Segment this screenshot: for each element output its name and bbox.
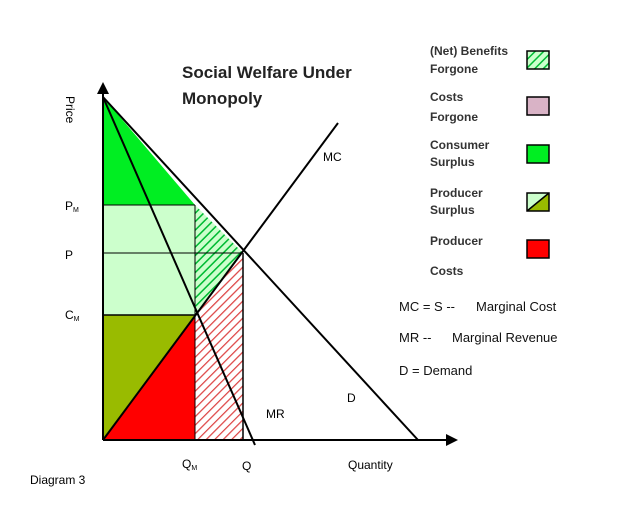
- marginal-cost-curve: [102, 122, 339, 441]
- diagram-title-line1: Social Welfare Under: [182, 63, 352, 82]
- legend-swatch-border: [526, 192, 550, 212]
- legend-label: Forgone: [430, 62, 478, 76]
- x-axis-label: Quantity: [348, 458, 393, 472]
- marginal-revenue-curve: [102, 96, 256, 446]
- legend-label: Producer: [430, 234, 483, 248]
- d-curve-label: D: [347, 391, 356, 405]
- legend-swatch-green: [526, 144, 550, 164]
- tick-cm: CM: [65, 308, 80, 323]
- note-demand: D = Demand: [399, 363, 472, 378]
- legend-label: Forgone: [430, 110, 478, 124]
- legend-label: Costs: [430, 264, 464, 278]
- note-mc-left: MC = S --: [399, 299, 455, 314]
- legend-item-benefits-forgone: (Net) Benefits Forgone: [430, 44, 550, 76]
- legend-swatch-hatched: [526, 50, 550, 70]
- note-mr-left: MR --: [399, 330, 432, 345]
- legend-label: Consumer: [430, 138, 490, 152]
- mr-curve-label: MR: [266, 407, 285, 421]
- benefits-forgone-region: [195, 205, 243, 315]
- tick-qm: QM: [182, 457, 197, 472]
- legend-label: Costs: [430, 90, 464, 104]
- legend-item-producer-surplus: Producer Surplus: [430, 186, 550, 217]
- mc-curve-label: MC: [323, 150, 342, 164]
- diagram-title-line2: Monopoly: [182, 89, 263, 108]
- legend-item-producer-costs: Producer Costs: [430, 234, 550, 278]
- note-mr-right: Marginal Revenue: [452, 330, 558, 345]
- legend-label: (Net) Benefits: [430, 44, 508, 58]
- demand-curve: [102, 96, 419, 441]
- tick-p: P: [65, 248, 73, 262]
- legend-item-costs-forgone: Costs Forgone: [430, 90, 550, 124]
- legend: (Net) Benefits Forgone Costs Forgone Con…: [430, 44, 550, 278]
- legend-label: Surplus: [430, 203, 475, 217]
- tick-pm: PM: [65, 199, 79, 214]
- y-axis-arrow-icon: [97, 82, 109, 94]
- legend-swatch-red: [526, 239, 550, 259]
- diagram-caption: Diagram 3: [30, 473, 86, 487]
- x-axis-arrow-icon: [446, 434, 458, 446]
- producer-surplus-light-region: [103, 205, 195, 315]
- legend-swatch-pink: [526, 96, 550, 116]
- legend-label: Surplus: [430, 155, 475, 169]
- y-axis-label: Price: [63, 96, 77, 124]
- legend-item-consumer-surplus: Consumer Surplus: [430, 138, 550, 169]
- legend-label: Producer: [430, 186, 483, 200]
- consumer-surplus-region: [103, 97, 195, 205]
- tick-q: Q: [242, 459, 251, 473]
- note-mc-right: Marginal Cost: [476, 299, 557, 314]
- legend-swatch-divider: [526, 192, 550, 212]
